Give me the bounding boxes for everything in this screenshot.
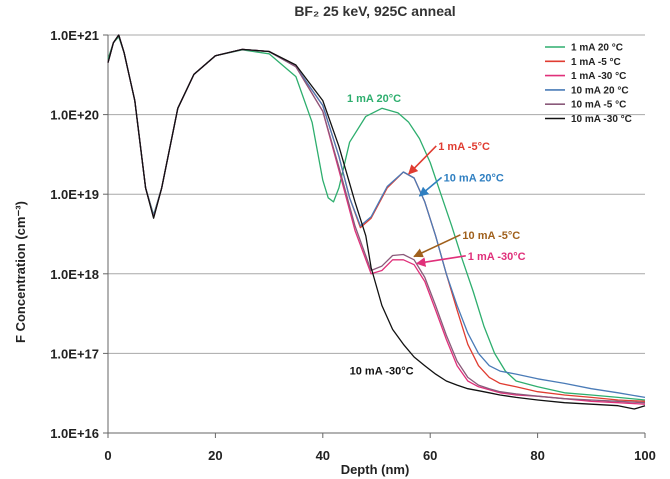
legend-label: 1 mA -5 °C [571, 57, 621, 68]
annotation-arrow [408, 145, 437, 175]
annotation-arrow [413, 234, 461, 258]
legend-label: 10 mA -5 °C [571, 100, 626, 111]
y-tick-label: 1.0E+17 [50, 346, 99, 361]
x-tick-label: 60 [423, 448, 437, 463]
annotation-arrow [418, 176, 443, 197]
series-line-6 [107, 34, 646, 410]
x-tick-label: 40 [316, 448, 330, 463]
x-tick-label: 0 [104, 448, 111, 463]
legend-label: 1 mA -30 °C [571, 71, 626, 82]
y-tick-label: 1.0E+19 [50, 187, 99, 202]
legend-label: 1 mA 20 °C [571, 43, 623, 54]
gridlines [108, 34, 645, 354]
legend-label: 10 mA 20 °C [571, 85, 629, 96]
y-tick-label: 1.0E+21 [50, 28, 99, 43]
x-tick-label: 80 [530, 448, 544, 463]
series-line-1 [107, 36, 646, 401]
annotations: 1 mA 20°C 1 mA -5°C 10 mA 20°C 10 mA -5°C 1 … [347, 93, 526, 378]
annotation-label: 10 mA -5°C [462, 230, 520, 242]
y-tick-label: 1.0E+20 [50, 108, 99, 123]
y-tick-label: 1.0E+18 [50, 267, 99, 282]
annotation-arrow [415, 254, 466, 267]
annotation-label: 1 mA -30°C [468, 251, 526, 263]
y-tick-label: 1.0E+16 [50, 426, 99, 441]
annotation-label: 10 mA -30°C [350, 366, 414, 378]
x-tick-label: 100 [634, 448, 656, 463]
legend-label: 10 mA -30 °C [571, 114, 632, 125]
legend: 1 mA 20 °C 1 mA -5 °C 1 mA -30 °C 10 mA 20 … [545, 43, 632, 125]
series-lines [107, 34, 646, 410]
annotation-label: 1 mA 20°C [347, 93, 401, 105]
axes [103, 34, 646, 438]
x-tick-labels: 0 20 40 60 80 100 [104, 448, 655, 463]
y-tick-labels: 1.0E+16 1.0E+17 1.0E+18 1.0E+19 1.0E+20 1.0E+… [50, 28, 99, 441]
annotation-label: 1 mA -5°C [438, 141, 490, 153]
annotation-label: 10 mA 20°C [444, 172, 504, 184]
x-axis-title: Depth (nm) [341, 462, 410, 477]
chart-title: BF₂ 25 keV, 925C anneal [294, 3, 455, 19]
x-tick-label: 20 [208, 448, 222, 463]
y-axis-title: F Concentration (cm⁻³) [13, 201, 28, 343]
